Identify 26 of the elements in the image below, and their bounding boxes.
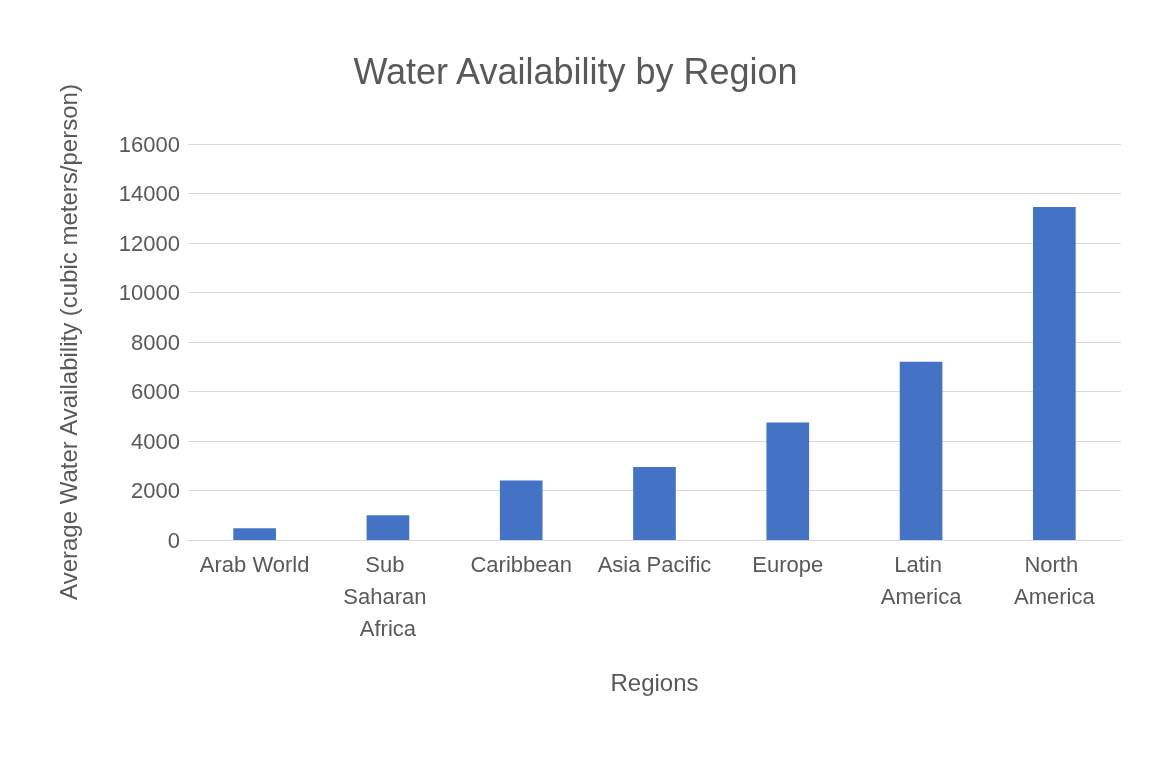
bar bbox=[1033, 207, 1076, 540]
y-tick-label: 8000 bbox=[131, 329, 180, 355]
bar bbox=[766, 422, 810, 540]
x-tick-label: Arab World bbox=[199, 551, 310, 577]
x-tick-label: Caribbean bbox=[470, 551, 572, 577]
bar bbox=[633, 466, 676, 540]
bar bbox=[899, 361, 943, 540]
y-tick-label: 4000 bbox=[131, 428, 180, 454]
y-tick-label: 6000 bbox=[131, 379, 180, 404]
y-tick-label: 2000 bbox=[131, 478, 180, 503]
x-tick-label: Asia Pacific bbox=[597, 551, 712, 577]
y-tick-label: 10000 bbox=[118, 280, 180, 305]
y-tick-label: 12000 bbox=[118, 230, 180, 256]
x-tick-label: North America bbox=[1014, 551, 1096, 609]
y-tick-label: 0 bbox=[167, 527, 180, 553]
y-tick-label: 14000 bbox=[118, 181, 180, 206]
y-axis-title: Average Water Availability (cubic meters/person) bbox=[54, 84, 82, 600]
y-tick-label: 16000 bbox=[118, 131, 180, 157]
bar bbox=[233, 528, 276, 540]
chart-title: Water Availability by Region bbox=[353, 50, 798, 92]
x-tick-label: Europe bbox=[752, 551, 824, 577]
x-axis-title: Regions bbox=[610, 668, 699, 696]
bar bbox=[499, 480, 543, 540]
x-tick-label: Latin America bbox=[880, 551, 963, 609]
bar bbox=[366, 515, 410, 540]
x-tick-label: Sub Saharan Africa bbox=[343, 551, 433, 641]
